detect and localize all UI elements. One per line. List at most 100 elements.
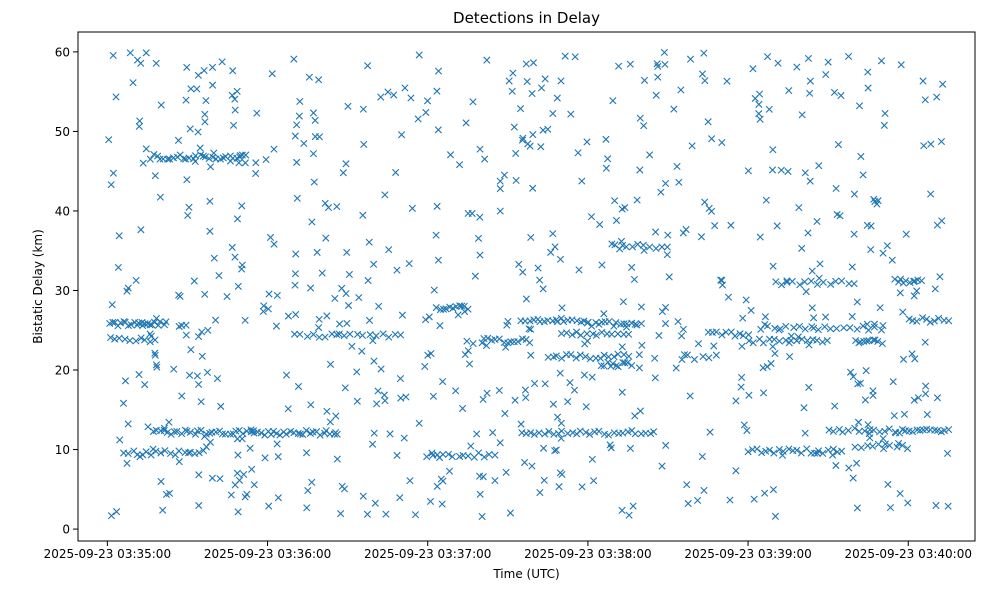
- detection-point: [540, 476, 548, 484]
- detection-point: [621, 359, 629, 367]
- detection-point: [814, 326, 822, 334]
- detection-point: [547, 248, 555, 256]
- detection-point: [759, 364, 767, 372]
- detection-point: [195, 449, 203, 457]
- detection-point: [529, 184, 537, 192]
- detection-point: [344, 102, 352, 110]
- detection-point: [476, 251, 484, 259]
- detection-point: [142, 448, 150, 456]
- detection-point: [911, 355, 919, 363]
- detection-point: [525, 325, 533, 333]
- detection-point: [698, 452, 706, 461]
- detection-point: [295, 112, 303, 120]
- detection-point: [697, 233, 706, 241]
- detection-point: [520, 458, 529, 467]
- detection-point: [373, 400, 381, 408]
- detection-point: [568, 331, 576, 339]
- detection-point: [819, 449, 827, 457]
- detection-point: [530, 379, 539, 388]
- detection-point: [234, 282, 242, 290]
- detection-point: [844, 426, 852, 435]
- detection-point: [479, 395, 487, 404]
- detection-point: [808, 323, 816, 331]
- detection-point: [430, 286, 438, 294]
- detection-point: [336, 320, 344, 328]
- detection-point: [238, 261, 246, 269]
- detection-point: [507, 338, 515, 346]
- detection-point: [322, 234, 330, 242]
- detection-point: [199, 152, 207, 160]
- detection-point: [157, 449, 165, 457]
- detection-point: [469, 98, 477, 106]
- detection-point: [342, 160, 350, 168]
- detection-point: [360, 140, 368, 149]
- detection-point: [881, 109, 889, 118]
- detection-point: [393, 451, 401, 459]
- detection-point: [196, 144, 204, 152]
- detection-point: [541, 380, 549, 388]
- detection-point: [526, 339, 534, 347]
- detection-point: [311, 116, 319, 124]
- detection-point: [848, 263, 856, 271]
- detection-point: [522, 393, 530, 402]
- detection-point: [303, 332, 312, 340]
- detection-point: [137, 226, 145, 234]
- detection-point: [718, 276, 726, 284]
- detection-point: [537, 84, 546, 92]
- detection-point: [365, 316, 374, 324]
- detection-point: [390, 91, 398, 99]
- detection-point: [581, 352, 590, 361]
- detection-point: [203, 368, 212, 377]
- detection-point: [108, 301, 116, 309]
- detection-point: [651, 228, 660, 236]
- detection-point: [193, 372, 201, 380]
- detection-point: [182, 96, 190, 104]
- detection-point: [464, 452, 472, 460]
- detection-point: [235, 159, 243, 167]
- detection-point: [183, 63, 191, 71]
- detection-point: [680, 351, 689, 359]
- detection-point: [777, 166, 785, 174]
- detection-point: [290, 55, 298, 63]
- detection-point: [211, 316, 220, 324]
- detection-point: [328, 330, 336, 338]
- detection-point: [166, 449, 175, 458]
- detection-point: [583, 138, 591, 146]
- detection-point: [115, 232, 123, 240]
- detection-point: [438, 500, 446, 508]
- detection-point: [604, 358, 612, 366]
- detection-point: [561, 52, 569, 60]
- detection-point: [661, 60, 669, 69]
- detection-point: [293, 121, 301, 129]
- detection-point: [576, 351, 584, 359]
- detection-point: [157, 101, 165, 109]
- detection-point: [109, 51, 117, 59]
- detection-point: [867, 245, 875, 254]
- y-tick-label: 0: [62, 523, 70, 537]
- detection-point: [316, 431, 324, 439]
- detection-point: [185, 449, 193, 457]
- detection-point: [745, 337, 753, 345]
- detection-point: [204, 326, 212, 334]
- detection-point: [637, 303, 645, 311]
- detection-point: [933, 221, 942, 229]
- detection-point: [124, 420, 132, 428]
- detection-point: [519, 268, 527, 276]
- detection-point: [496, 207, 504, 215]
- detection-point: [756, 233, 764, 241]
- detection-point: [855, 102, 864, 110]
- detection-point: [850, 190, 859, 198]
- detection-point: [793, 446, 801, 454]
- detection-point: [153, 363, 161, 371]
- detection-point: [762, 196, 770, 204]
- detection-point: [206, 163, 215, 171]
- detection-point: [252, 159, 260, 167]
- detection-point: [853, 298, 861, 306]
- detection-point: [432, 304, 440, 312]
- detection-point: [854, 380, 862, 388]
- detection-point: [396, 374, 405, 383]
- detection-point: [293, 194, 301, 202]
- detection-point: [861, 427, 869, 435]
- detection-point: [206, 197, 214, 205]
- detection-point: [185, 203, 193, 211]
